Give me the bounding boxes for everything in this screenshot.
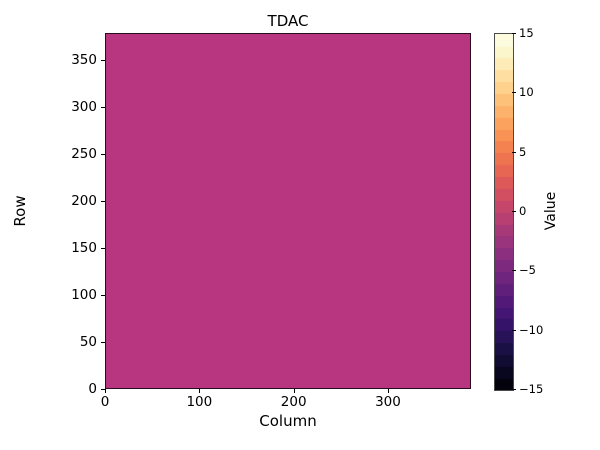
y-tick-mark bbox=[101, 389, 105, 390]
colorbar[interactable] bbox=[494, 33, 514, 391]
y-tick-mark bbox=[101, 107, 105, 109]
y-tick-mark bbox=[101, 154, 105, 156]
colorbar-tick-mark bbox=[512, 211, 516, 212]
y-tick-mark bbox=[101, 60, 105, 62]
y-tick-mark bbox=[101, 342, 105, 344]
page-title: TDAC bbox=[267, 12, 309, 30]
y-tick-label: 300 bbox=[71, 99, 97, 116]
y-axis-label: Row bbox=[11, 195, 29, 227]
x-axis-label: Column bbox=[259, 412, 317, 430]
y-tick-label: 100 bbox=[71, 287, 97, 304]
y-tick-label: 50 bbox=[79, 334, 97, 351]
x-tick-mark bbox=[293, 389, 295, 393]
colorbar-tick-label: −15 bbox=[519, 382, 544, 396]
x-tick-label: 200 bbox=[280, 394, 307, 410]
colorbar-tick-mark bbox=[512, 270, 516, 272]
colorbar-tick-label: −10 bbox=[519, 322, 544, 337]
colorbar-tick-label: 10 bbox=[519, 85, 534, 100]
colorbar-tick-mark bbox=[512, 33, 516, 34]
y-tick-mark bbox=[101, 248, 105, 250]
heatmap-plot-area[interactable] bbox=[105, 33, 471, 389]
colorbar-tick-mark bbox=[512, 389, 516, 390]
x-tick-mark bbox=[387, 389, 389, 393]
x-tick-mark bbox=[199, 389, 201, 393]
x-tick-label: 100 bbox=[186, 394, 213, 410]
colorbar-tick-mark bbox=[512, 329, 516, 331]
y-tick-mark bbox=[101, 295, 105, 297]
colorbar-tick-mark bbox=[512, 92, 516, 94]
x-tick-label: 300 bbox=[375, 394, 401, 410]
colorbar-tick-label: 0 bbox=[519, 204, 527, 218]
heatmap-image bbox=[106, 34, 470, 388]
colorbar-tick-label: 15 bbox=[519, 26, 534, 40]
x-tick-mark bbox=[105, 389, 106, 393]
y-tick-mark bbox=[101, 201, 105, 203]
colorbar-tick-mark bbox=[512, 151, 516, 153]
y-tick-label: 0 bbox=[88, 381, 97, 397]
y-tick-label: 200 bbox=[71, 193, 97, 210]
y-tick-label: 250 bbox=[71, 146, 97, 163]
y-tick-label: 150 bbox=[71, 240, 97, 257]
colorbar-tick-label: 5 bbox=[519, 144, 527, 159]
colorbar-label: Value bbox=[543, 191, 559, 231]
colorbar-gradient bbox=[494, 33, 514, 391]
colorbar-tick-label: −5 bbox=[519, 263, 536, 278]
y-tick-label: 350 bbox=[71, 52, 97, 69]
x-tick-label: 0 bbox=[100, 394, 110, 410]
